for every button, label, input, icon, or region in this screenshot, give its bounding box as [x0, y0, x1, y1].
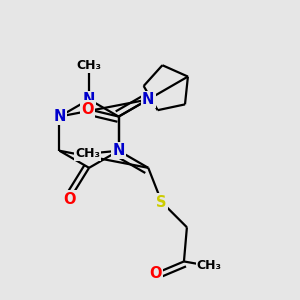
Text: N: N — [112, 143, 125, 158]
Text: CH₃: CH₃ — [75, 147, 100, 160]
Text: S: S — [156, 194, 167, 209]
Text: O: O — [81, 102, 94, 117]
Text: N: N — [112, 143, 125, 158]
Text: N: N — [83, 92, 95, 107]
Text: N: N — [142, 92, 154, 107]
Text: N: N — [53, 109, 66, 124]
Text: O: O — [64, 191, 76, 206]
Text: O: O — [149, 266, 162, 281]
Text: CH₃: CH₃ — [76, 59, 102, 72]
Text: CH₃: CH₃ — [197, 260, 222, 272]
